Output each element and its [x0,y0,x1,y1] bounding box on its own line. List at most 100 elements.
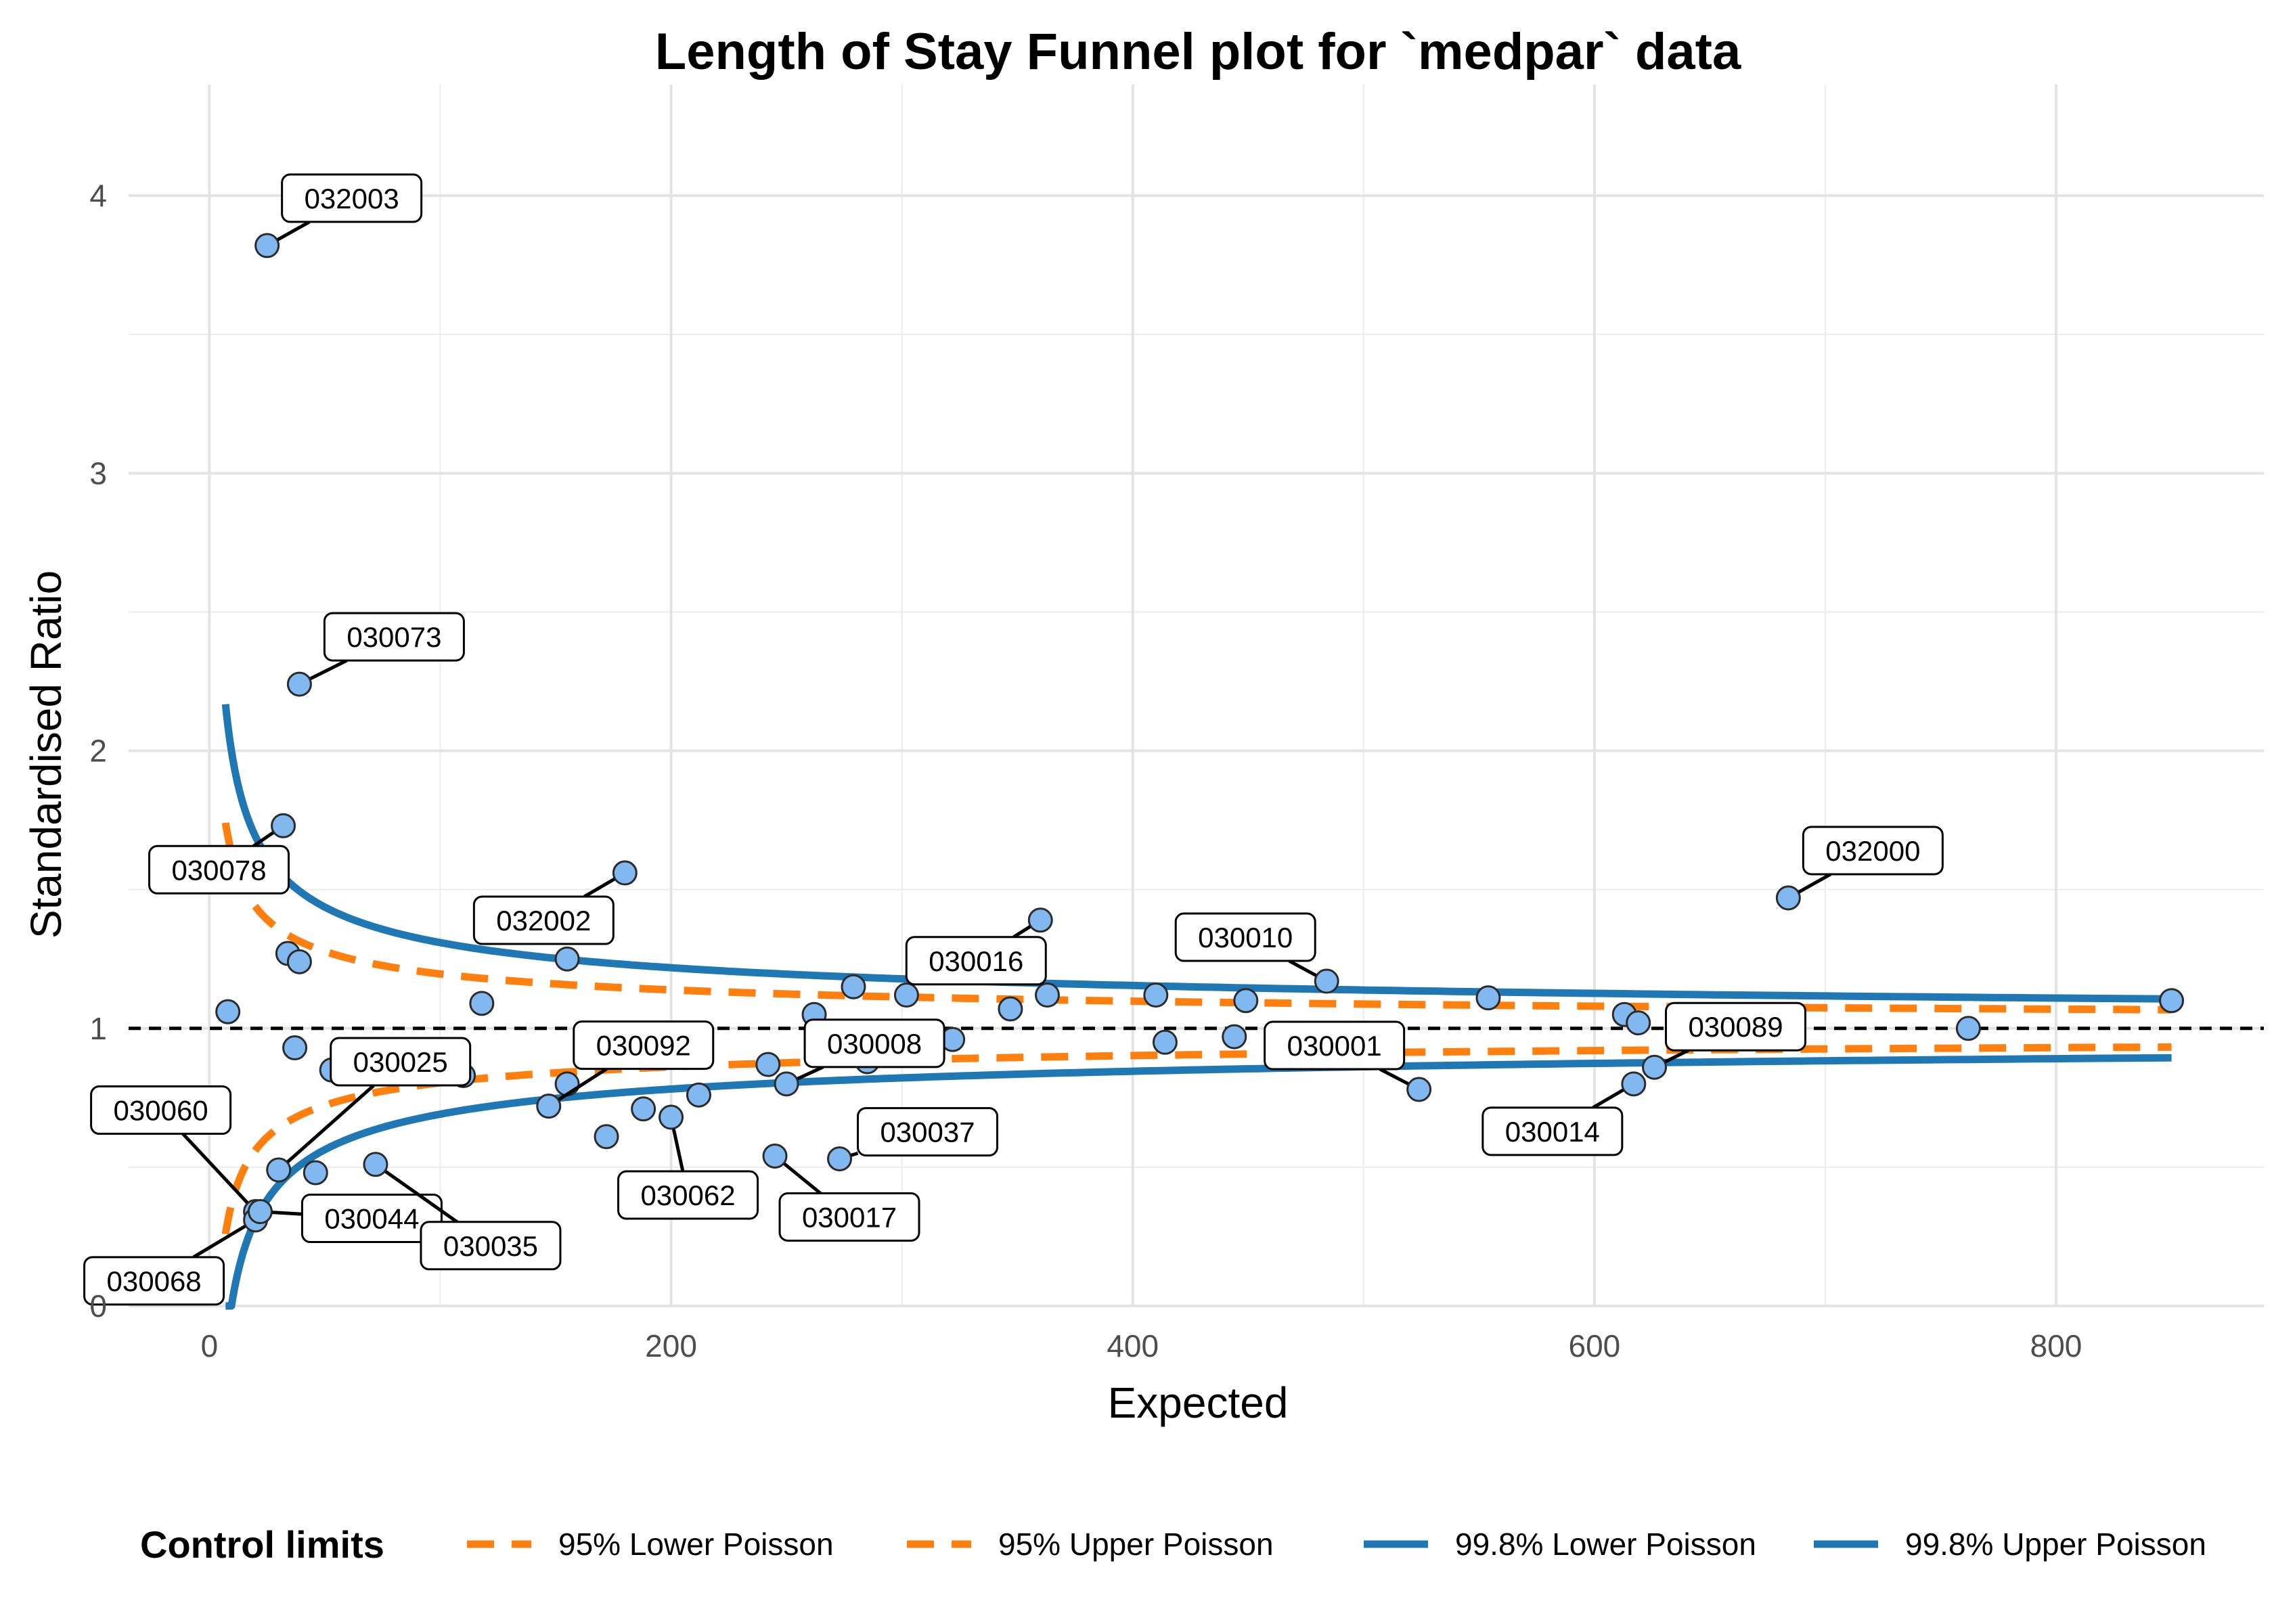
x-tick-label: 800 [2030,1328,2082,1363]
point-label: 030010 [1198,922,1293,953]
data-point [271,813,296,838]
point-label: 030062 [640,1179,735,1211]
point-label: 030073 [347,621,441,653]
point-label: 030060 [114,1095,208,1127]
label-box [778,1192,920,1242]
label-box [1481,1106,1624,1156]
x-tick-label: 400 [1107,1328,1159,1363]
legend: Control limits 95% Lower Poisson 95% Uppe… [140,1523,2206,1566]
data-point [1406,1077,1432,1102]
legend-title: Control limits [140,1523,384,1566]
label-leader-line [1664,1048,1689,1064]
label-leader-line [277,220,311,242]
label-leader-line [252,831,275,848]
label-box [1264,1020,1406,1070]
label-leader-line [384,1170,458,1223]
data-point [686,1082,711,1108]
label-leader-line [797,1065,824,1081]
label-leader-line [181,1132,249,1204]
data-point [282,1035,308,1060]
point-label: 032002 [496,905,591,937]
data-point [1314,968,1339,994]
x-tick-label: 200 [645,1328,697,1363]
data-point [1152,1029,1178,1055]
y-tick-label: 2 [89,734,107,769]
point-label: 030001 [1287,1030,1382,1062]
label-leader-line [192,1224,246,1259]
label-box [905,936,1047,986]
x-tick-label: 600 [1568,1328,1620,1363]
data-point [755,1052,781,1077]
data-point [1222,1024,1247,1050]
data-point [893,983,919,1008]
data-point [554,946,580,972]
label-box [330,1037,472,1087]
point-label: 030016 [929,945,1023,977]
point-label: 032000 [1825,835,1920,867]
data-point [841,974,866,999]
data-point [247,1199,273,1225]
y-axis-title: Standardised Ratio [22,570,70,939]
label-leader-line [1379,1067,1409,1085]
label-box [472,895,615,945]
curve-99-8-lower-poisson [225,1054,2172,1310]
data-point [554,1071,580,1097]
point-label: 030014 [1505,1116,1600,1148]
label-box [573,1020,715,1070]
label-leader-line [583,877,616,899]
legend-label-2: 95% Upper Poisson [998,1527,1274,1562]
legend-label-1: 95% Lower Poisson [558,1527,834,1562]
data-point [1955,1016,1981,1041]
data-point [286,671,312,697]
x-axis-title: Expected [1108,1378,1289,1427]
label-box [857,1107,999,1157]
data-point [659,1104,684,1130]
label-box [1665,1001,1807,1052]
data-point [266,1157,292,1183]
y-tick-label: 3 [89,455,107,491]
data-point [536,1093,562,1119]
control-limit-curves [221,704,2172,1310]
y-tick-label: 1 [89,1011,107,1046]
data-point [612,860,638,886]
data-point [1642,1054,1668,1080]
label-leader-line [1288,959,1317,977]
label-box [803,1018,945,1068]
legend-label-3: 99.8% Lower Poisson [1455,1527,1756,1562]
grid [129,85,2264,1307]
data-point [631,1096,656,1122]
point-label: 030037 [880,1116,975,1148]
data-point [1035,983,1061,1008]
x-tick-label: 0 [201,1328,219,1363]
label-leader-line [309,658,348,681]
data-point [774,1071,799,1097]
point-label: 030044 [324,1203,419,1235]
label-box [148,844,290,895]
label-box [300,1194,443,1244]
label-leader-line [783,1162,822,1195]
label-leader-line [286,1084,375,1163]
curve-99-8-upper-poisson [221,704,2172,1003]
label-box [83,1256,225,1306]
label-box [420,1221,562,1271]
point-label: 030025 [353,1046,448,1078]
label-leader-line [850,1151,859,1157]
label-leader-line [558,1067,608,1102]
data-point [254,233,280,258]
data-point [469,991,495,1016]
label-box [617,1170,759,1220]
label-box [1174,912,1316,962]
point-label: 030092 [596,1030,691,1062]
data-point [1621,1071,1647,1097]
data-point [1775,885,1801,911]
data-point [363,1152,388,1177]
data-point [215,999,241,1024]
data-point [1027,907,1053,933]
data-point [1626,1010,1651,1036]
data-point [1233,988,1259,1014]
data-point [303,1160,328,1186]
label-leader-line [1798,872,1832,894]
label-leader-line [272,1211,303,1216]
data-point [998,996,1023,1022]
point-label: 032003 [305,183,399,215]
